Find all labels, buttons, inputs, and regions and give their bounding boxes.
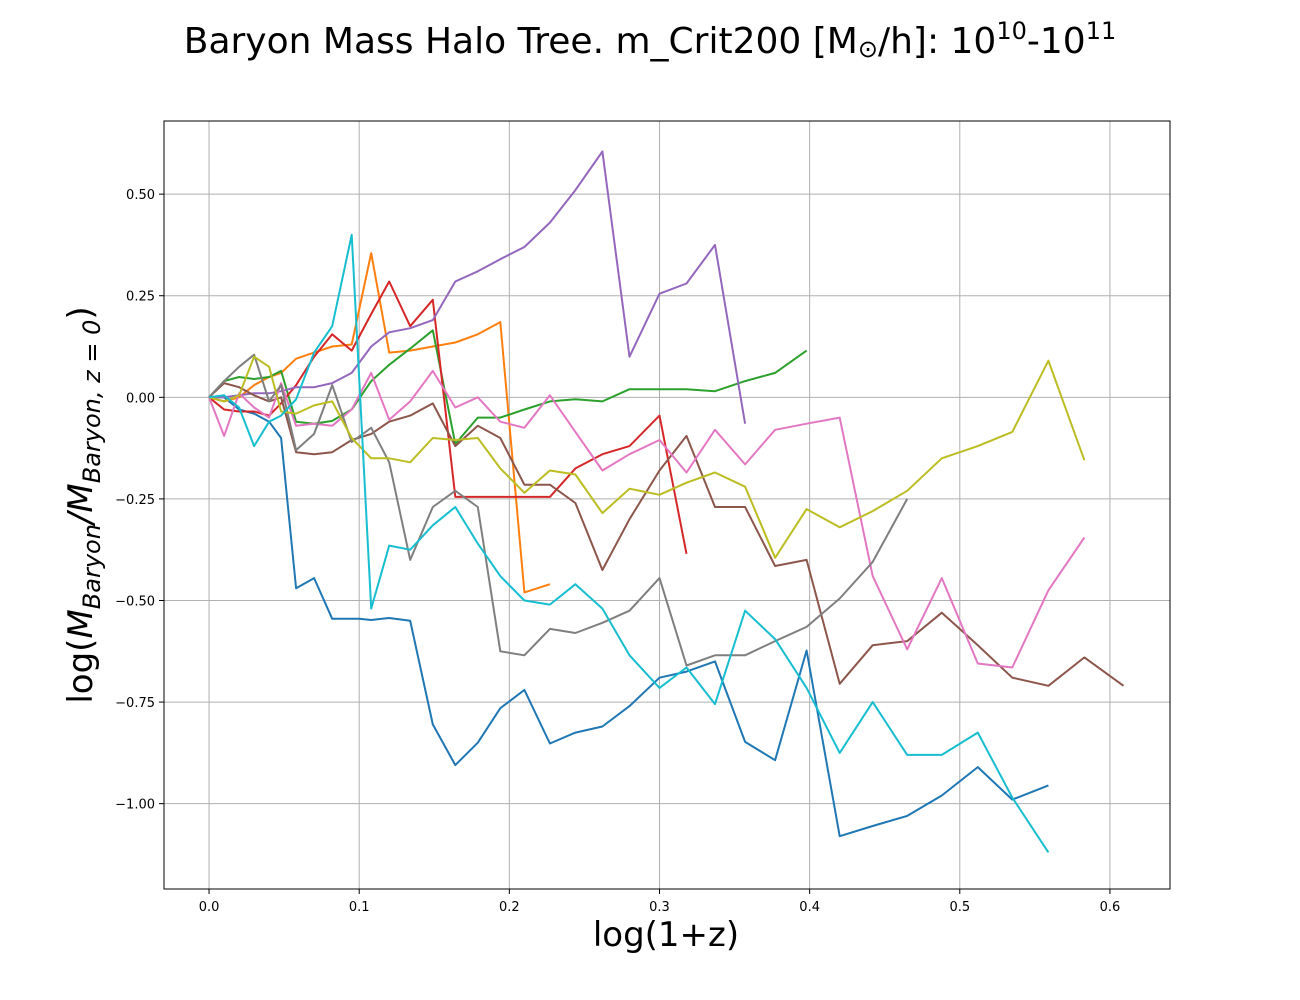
y-tick-label: −0.25 bbox=[115, 493, 155, 508]
y-label-sub2: Baryon, z = 0 bbox=[78, 320, 106, 484]
series-line-7 bbox=[208, 369, 1086, 669]
x-tick-label: 0.4 bbox=[799, 900, 820, 915]
y-tick-label: −0.50 bbox=[115, 594, 155, 609]
axis-ticks: 0.0 0.1 0.2 0.3 0.4 0.5 0.6 0.50 0.25 0.00 −0.25 −0… bbox=[115, 188, 1120, 915]
x-axis-label: log(1+z) bbox=[593, 915, 739, 955]
y-label-m2: M bbox=[61, 483, 101, 512]
x-tick-label: 0.5 bbox=[949, 900, 970, 915]
y-tick-label: −0.75 bbox=[115, 696, 155, 711]
x-tick-label: 0.2 bbox=[499, 900, 520, 915]
title-main: Baryon Mass Halo Tree. m_Crit200 [M bbox=[184, 21, 858, 62]
title-exponent-2: 11 bbox=[1086, 17, 1117, 45]
y-tick-label: 0.00 bbox=[126, 391, 155, 406]
series-line-3 bbox=[208, 329, 808, 445]
title-exponent-1: 10 bbox=[996, 17, 1027, 45]
series-line-8 bbox=[208, 353, 909, 667]
title-unit-tail: /h]: 10 bbox=[878, 21, 996, 62]
title-sun-symbol: ⊙ bbox=[858, 35, 878, 63]
y-axis-label: log(MBaryon/MBaryon, z = 0) bbox=[61, 306, 106, 703]
title-range-dash: -10 bbox=[1027, 21, 1086, 62]
series-line-5 bbox=[209, 150, 747, 424]
x-tick-label: 0.1 bbox=[349, 900, 370, 915]
series-line-2 bbox=[208, 252, 551, 594]
x-tick-label: 0.6 bbox=[1100, 900, 1121, 915]
grid-lines bbox=[164, 121, 1170, 889]
y-label-m1: M bbox=[61, 609, 101, 638]
y-label-sub1: Baryon bbox=[78, 524, 106, 609]
x-tick-label: 0.0 bbox=[199, 900, 220, 915]
y-tick-label: 0.25 bbox=[126, 290, 155, 305]
y-label-slash: / bbox=[61, 509, 101, 527]
plot-frame bbox=[163, 120, 1171, 890]
x-tick-label: 0.3 bbox=[649, 900, 670, 915]
series-line-10 bbox=[208, 233, 1050, 853]
series-line-9 bbox=[208, 355, 1086, 559]
series-lines bbox=[208, 150, 1125, 853]
y-label-suffix: ) bbox=[61, 306, 101, 319]
y-tick-label: −1.00 bbox=[115, 798, 155, 813]
series-line-6 bbox=[208, 382, 1125, 687]
y-label-prefix: log( bbox=[61, 639, 101, 704]
chart-title: Baryon Mass Halo Tree. m_Crit200 [M⊙/h]:… bbox=[184, 17, 1117, 63]
y-tick-label: 0.50 bbox=[126, 188, 155, 203]
series-line-1 bbox=[209, 396, 1049, 838]
